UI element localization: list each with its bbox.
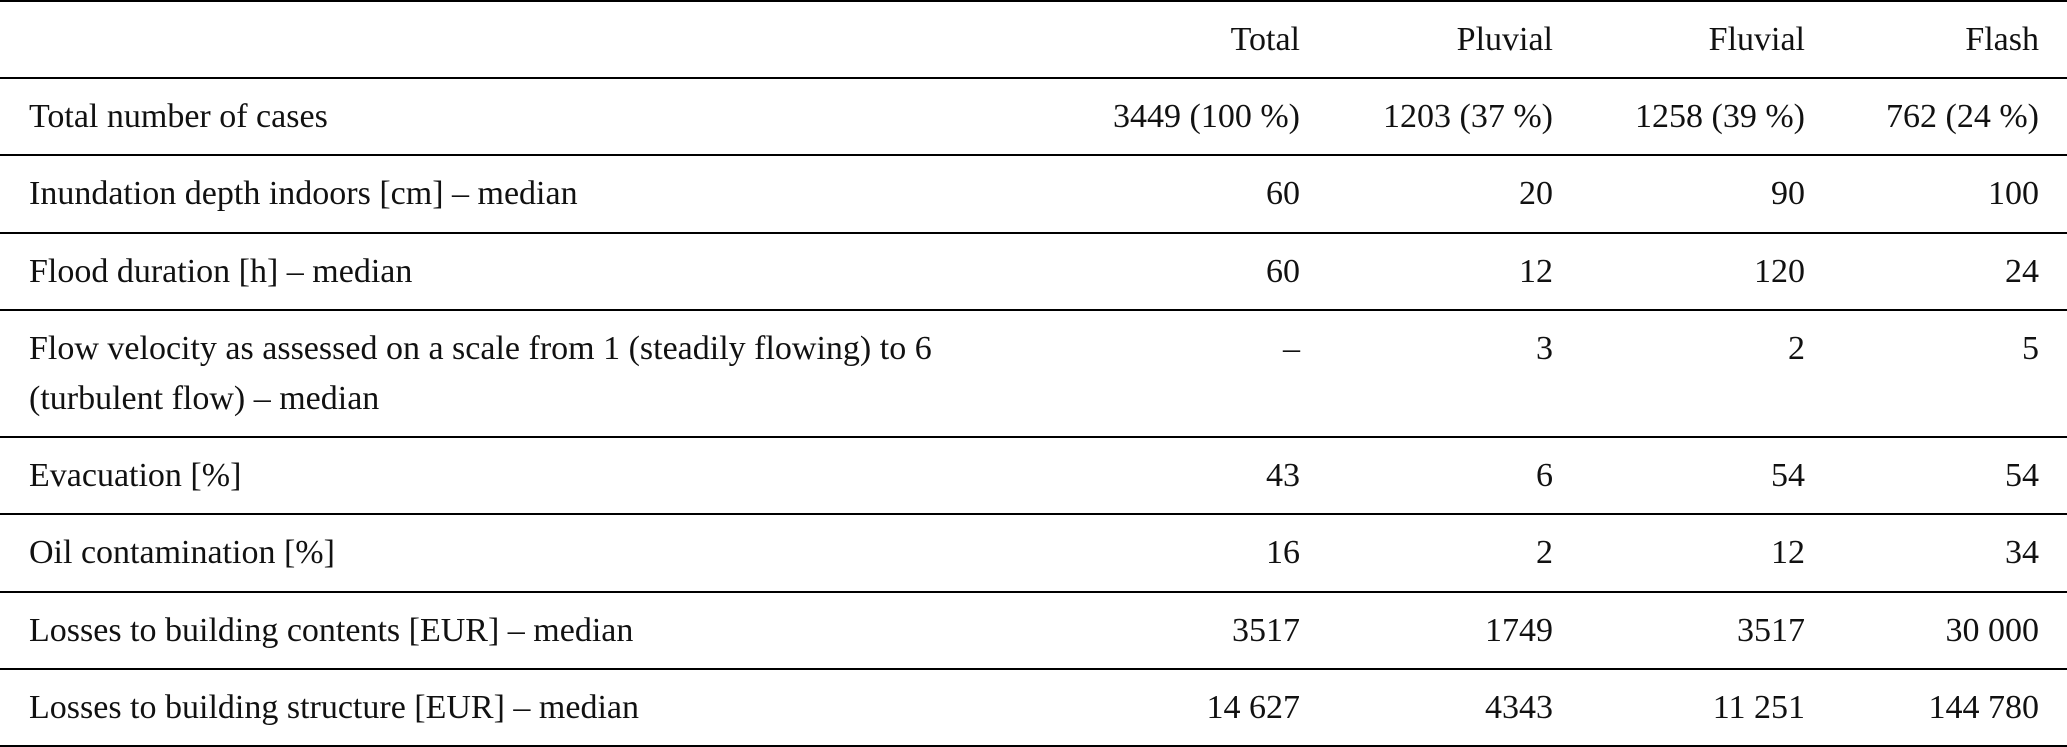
- row-label: Losses to building contents [EUR] – medi…: [29, 612, 634, 649]
- value-cell: 20: [1519, 175, 1553, 212]
- value-cell: 43: [1266, 457, 1300, 494]
- value-cell: 30 000: [1945, 612, 2040, 649]
- row-label: Evacuation [%]: [29, 457, 242, 494]
- header-cell: Total: [1230, 21, 1300, 58]
- table-row: Losses to building structure [EUR] – med…: [0, 669, 2067, 746]
- value-cell: –: [1283, 330, 1300, 367]
- value-cell: 34: [2005, 534, 2039, 571]
- value-cell: 4343: [1485, 689, 1553, 726]
- value-cell: 6: [1536, 457, 1553, 494]
- header-cell: [0, 1, 1050, 78]
- value-cell: 54: [1771, 457, 1805, 494]
- value-cell: 100: [1988, 175, 2039, 212]
- table-row: Evacuation [%] 43 6 54 54: [0, 437, 2067, 514]
- table-row: Flow velocity as assessed on a scale fro…: [0, 310, 2067, 437]
- value-cell: 1258 (39 %): [1635, 98, 1805, 135]
- value-cell: 3: [1536, 330, 1553, 367]
- value-cell: 60: [1266, 253, 1300, 290]
- value-cell: 12: [1519, 253, 1553, 290]
- row-label: Total number of cases: [29, 98, 328, 135]
- value-cell: 24: [2005, 253, 2039, 290]
- value-cell: 5: [2022, 330, 2039, 367]
- value-cell: 54: [2005, 457, 2039, 494]
- value-cell: 3449 (100 %): [1113, 98, 1300, 135]
- table-row: Flood duration [h] – median 60 12 120 24: [0, 233, 2067, 310]
- header-row: Total Pluvial Fluvial Flash: [0, 1, 2067, 78]
- value-cell: 1749: [1485, 612, 1553, 649]
- table-row: Inundation depth indoors [cm] – median 60…: [0, 155, 2067, 233]
- row-label: Losses to building structure [EUR] – med…: [29, 689, 640, 726]
- value-cell: 90: [1771, 175, 1805, 212]
- value-cell: 2: [1788, 330, 1805, 367]
- value-cell: 60: [1266, 175, 1300, 212]
- row-label: Oil contamination [%]: [29, 534, 335, 571]
- value-cell: 144 780: [1928, 689, 2040, 726]
- value-cell: 1203 (37 %): [1383, 98, 1553, 135]
- header-cell: Pluvial: [1456, 21, 1553, 58]
- value-cell: 16: [1266, 534, 1300, 571]
- row-label: Flow velocity as assessed on a scale fro…: [29, 330, 932, 417]
- header-cell: Flash: [1965, 21, 2039, 58]
- value-cell: 14 627: [1206, 689, 1301, 726]
- value-cell: 2: [1536, 534, 1553, 571]
- value-cell: 762 (24 %): [1886, 98, 2039, 135]
- value-cell: 11 251: [1712, 689, 1805, 726]
- table-row: Oil contamination [%] 16 2 12 34: [0, 514, 2067, 592]
- table-head: Total Pluvial Fluvial Flash: [0, 1, 2067, 78]
- value-cell: 3517: [1232, 612, 1300, 649]
- value-cell: 120: [1754, 253, 1805, 290]
- table-body: Total number of cases 3449 (100 %) 1203 (3…: [0, 78, 2067, 746]
- row-label: Flood duration [h] – median: [29, 253, 413, 290]
- row-label: Inundation depth indoors [cm] – median: [29, 175, 578, 212]
- table-row: Total number of cases 3449 (100 %) 1203 (3…: [0, 78, 2067, 155]
- header-cell: Fluvial: [1708, 21, 1805, 58]
- value-cell: 3517: [1737, 612, 1805, 649]
- value-cell: 12: [1771, 534, 1805, 571]
- table-row: Losses to building contents [EUR] – medi…: [0, 592, 2067, 669]
